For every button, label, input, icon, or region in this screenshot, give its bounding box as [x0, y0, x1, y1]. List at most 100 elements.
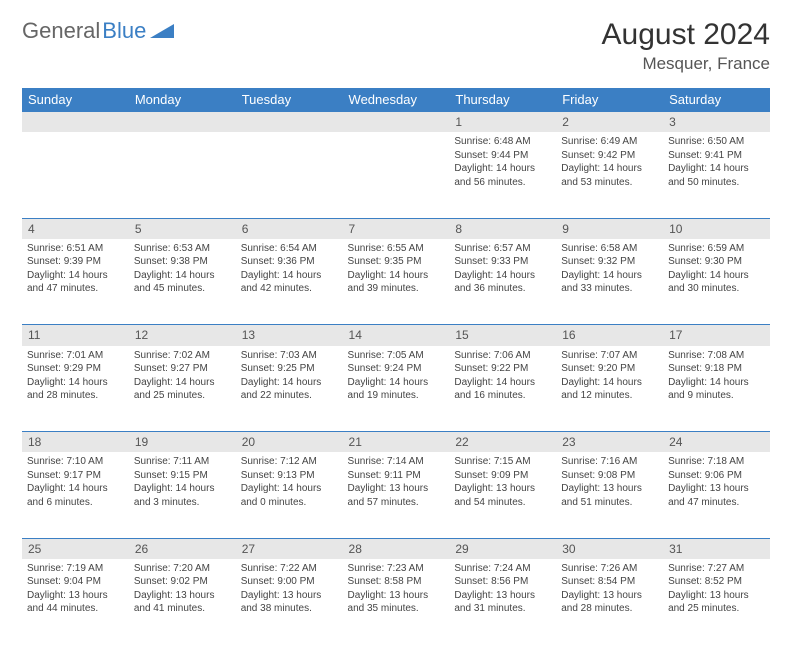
day1-text: Daylight: 14 hours	[134, 482, 231, 496]
day1-text: Daylight: 14 hours	[27, 269, 124, 283]
date-number: 7	[343, 218, 450, 239]
sunrise-text: Sunrise: 7:10 AM	[27, 455, 124, 469]
day2-text: and 56 minutes.	[454, 176, 551, 190]
day1-text: Daylight: 14 hours	[134, 376, 231, 390]
day2-text: and 53 minutes.	[561, 176, 658, 190]
date-number: 30	[556, 538, 663, 559]
day2-text: and 19 minutes.	[348, 389, 445, 403]
day-cell: Sunrise: 6:49 AMSunset: 9:42 PMDaylight:…	[556, 132, 663, 218]
page-header: GeneralBlue August 2024 Mesquer, France	[22, 18, 770, 74]
date-number-row: 25262728293031	[22, 538, 770, 559]
date-number: 18	[22, 432, 129, 453]
date-number: 24	[663, 432, 770, 453]
day-cell: Sunrise: 6:54 AMSunset: 9:36 PMDaylight:…	[236, 239, 343, 325]
sunrise-text: Sunrise: 7:14 AM	[348, 455, 445, 469]
date-number-row: 18192021222324	[22, 432, 770, 453]
date-number: 17	[663, 325, 770, 346]
location-text: Mesquer, France	[602, 54, 770, 74]
sunset-text: Sunset: 8:52 PM	[668, 575, 765, 589]
day2-text: and 35 minutes.	[348, 602, 445, 616]
day-cell: Sunrise: 7:15 AMSunset: 9:09 PMDaylight:…	[449, 452, 556, 538]
day2-text: and 30 minutes.	[668, 282, 765, 296]
day-cell: Sunrise: 7:18 AMSunset: 9:06 PMDaylight:…	[663, 452, 770, 538]
sunrise-text: Sunrise: 7:01 AM	[27, 349, 124, 363]
content-row: Sunrise: 7:19 AMSunset: 9:04 PMDaylight:…	[22, 559, 770, 645]
date-number: 23	[556, 432, 663, 453]
day2-text: and 28 minutes.	[561, 602, 658, 616]
day-cell: Sunrise: 7:19 AMSunset: 9:04 PMDaylight:…	[22, 559, 129, 645]
day2-text: and 25 minutes.	[134, 389, 231, 403]
date-number: 26	[129, 538, 236, 559]
day2-text: and 51 minutes.	[561, 496, 658, 510]
day2-text: and 22 minutes.	[241, 389, 338, 403]
content-row: Sunrise: 6:51 AMSunset: 9:39 PMDaylight:…	[22, 239, 770, 325]
date-number-row: 123	[22, 112, 770, 133]
day2-text: and 25 minutes.	[668, 602, 765, 616]
logo-triangle-icon	[150, 18, 174, 44]
day-cell: Sunrise: 6:58 AMSunset: 9:32 PMDaylight:…	[556, 239, 663, 325]
date-number: 13	[236, 325, 343, 346]
day2-text: and 16 minutes.	[454, 389, 551, 403]
sunrise-text: Sunrise: 6:55 AM	[348, 242, 445, 256]
sunset-text: Sunset: 8:58 PM	[348, 575, 445, 589]
sunrise-text: Sunrise: 7:16 AM	[561, 455, 658, 469]
day-cell: Sunrise: 6:59 AMSunset: 9:30 PMDaylight:…	[663, 239, 770, 325]
day-header: Monday	[129, 88, 236, 112]
sunrise-text: Sunrise: 7:15 AM	[454, 455, 551, 469]
sunrise-text: Sunrise: 7:23 AM	[348, 562, 445, 576]
sunset-text: Sunset: 9:36 PM	[241, 255, 338, 269]
date-number: 19	[129, 432, 236, 453]
day-cell: Sunrise: 6:53 AMSunset: 9:38 PMDaylight:…	[129, 239, 236, 325]
day1-text: Daylight: 14 hours	[348, 376, 445, 390]
sunset-text: Sunset: 9:00 PM	[241, 575, 338, 589]
sunset-text: Sunset: 9:33 PM	[454, 255, 551, 269]
date-number: 21	[343, 432, 450, 453]
sunset-text: Sunset: 9:13 PM	[241, 469, 338, 483]
day1-text: Daylight: 14 hours	[454, 376, 551, 390]
sunset-text: Sunset: 9:35 PM	[348, 255, 445, 269]
day1-text: Daylight: 14 hours	[454, 269, 551, 283]
day-cell: Sunrise: 7:20 AMSunset: 9:02 PMDaylight:…	[129, 559, 236, 645]
day-cell: Sunrise: 7:11 AMSunset: 9:15 PMDaylight:…	[129, 452, 236, 538]
sunset-text: Sunset: 8:56 PM	[454, 575, 551, 589]
day2-text: and 9 minutes.	[668, 389, 765, 403]
date-number: 6	[236, 218, 343, 239]
day1-text: Daylight: 13 hours	[561, 589, 658, 603]
day2-text: and 47 minutes.	[668, 496, 765, 510]
day-cell	[343, 132, 450, 218]
day2-text: and 0 minutes.	[241, 496, 338, 510]
sunset-text: Sunset: 9:41 PM	[668, 149, 765, 163]
title-block: August 2024 Mesquer, France	[602, 18, 770, 74]
sunrise-text: Sunrise: 7:22 AM	[241, 562, 338, 576]
day1-text: Daylight: 14 hours	[668, 376, 765, 390]
date-number	[22, 112, 129, 133]
date-number: 5	[129, 218, 236, 239]
sunset-text: Sunset: 9:27 PM	[134, 362, 231, 376]
sunrise-text: Sunrise: 6:57 AM	[454, 242, 551, 256]
date-number: 4	[22, 218, 129, 239]
sunrise-text: Sunrise: 7:20 AM	[134, 562, 231, 576]
day2-text: and 38 minutes.	[241, 602, 338, 616]
date-number-row: 11121314151617	[22, 325, 770, 346]
date-number: 14	[343, 325, 450, 346]
sunrise-text: Sunrise: 6:54 AM	[241, 242, 338, 256]
day-cell: Sunrise: 7:26 AMSunset: 8:54 PMDaylight:…	[556, 559, 663, 645]
day1-text: Daylight: 14 hours	[27, 376, 124, 390]
sunset-text: Sunset: 9:09 PM	[454, 469, 551, 483]
day2-text: and 54 minutes.	[454, 496, 551, 510]
sunset-text: Sunset: 9:02 PM	[134, 575, 231, 589]
day-header: Thursday	[449, 88, 556, 112]
brand-logo: GeneralBlue	[22, 18, 174, 44]
sunset-text: Sunset: 9:18 PM	[668, 362, 765, 376]
brand-word2: Blue	[102, 18, 146, 44]
day1-text: Daylight: 14 hours	[454, 162, 551, 176]
day1-text: Daylight: 13 hours	[454, 482, 551, 496]
date-number: 22	[449, 432, 556, 453]
sunset-text: Sunset: 9:08 PM	[561, 469, 658, 483]
day-cell: Sunrise: 7:05 AMSunset: 9:24 PMDaylight:…	[343, 346, 450, 432]
day1-text: Daylight: 14 hours	[241, 482, 338, 496]
day-cell: Sunrise: 7:02 AMSunset: 9:27 PMDaylight:…	[129, 346, 236, 432]
sunrise-text: Sunrise: 7:07 AM	[561, 349, 658, 363]
date-number: 8	[449, 218, 556, 239]
sunset-text: Sunset: 9:38 PM	[134, 255, 231, 269]
